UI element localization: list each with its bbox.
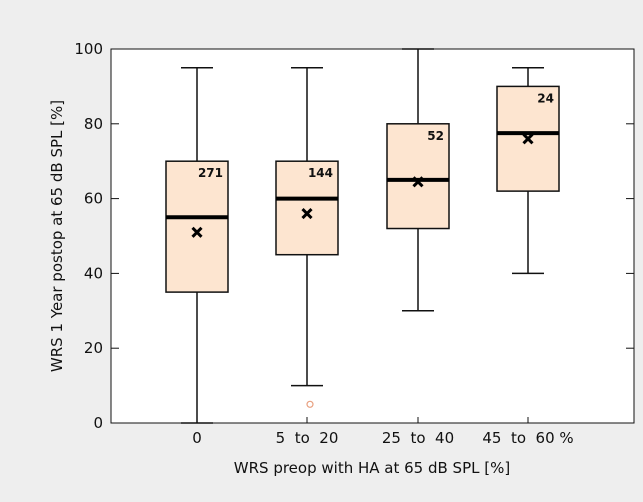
n-label: 24 bbox=[537, 91, 554, 105]
n-label: 52 bbox=[427, 129, 444, 143]
outlier-point bbox=[306, 400, 314, 408]
mean-marker bbox=[301, 207, 313, 220]
box-group: 271 bbox=[165, 66, 229, 424]
box-group: 144 bbox=[275, 66, 339, 408]
y-axis-label: WRS 1 Year postop at 65 dB SPL [%] bbox=[48, 100, 66, 372]
y-tick-label: 40 bbox=[84, 264, 103, 282]
mean-marker bbox=[522, 133, 534, 145]
mean-marker bbox=[191, 226, 203, 238]
n-label: 144 bbox=[308, 166, 333, 180]
box-group: 24 bbox=[496, 66, 560, 275]
mean-marker bbox=[412, 176, 424, 188]
y-tick-label: 60 bbox=[84, 190, 103, 208]
x-tick-label: 5 to 20 bbox=[276, 429, 339, 447]
y-tick-label: 20 bbox=[84, 339, 103, 357]
n-label: 271 bbox=[198, 166, 223, 180]
box-iqr bbox=[165, 160, 229, 293]
x-tick-label: 0 bbox=[192, 429, 202, 447]
box-group: 52 bbox=[386, 48, 450, 312]
box-iqr bbox=[386, 123, 450, 230]
y-tick-label: 0 bbox=[93, 414, 103, 432]
x-axis-label: WRS preop with HA at 65 dB SPL [%] bbox=[234, 459, 510, 477]
box-iqr bbox=[275, 160, 339, 256]
y-tick-label: 80 bbox=[84, 115, 103, 133]
x-tick-label: 25 to 40 bbox=[382, 429, 454, 447]
y-tick-label: 100 bbox=[74, 40, 103, 58]
x-tick-label: 45 to 60 % bbox=[482, 429, 573, 447]
